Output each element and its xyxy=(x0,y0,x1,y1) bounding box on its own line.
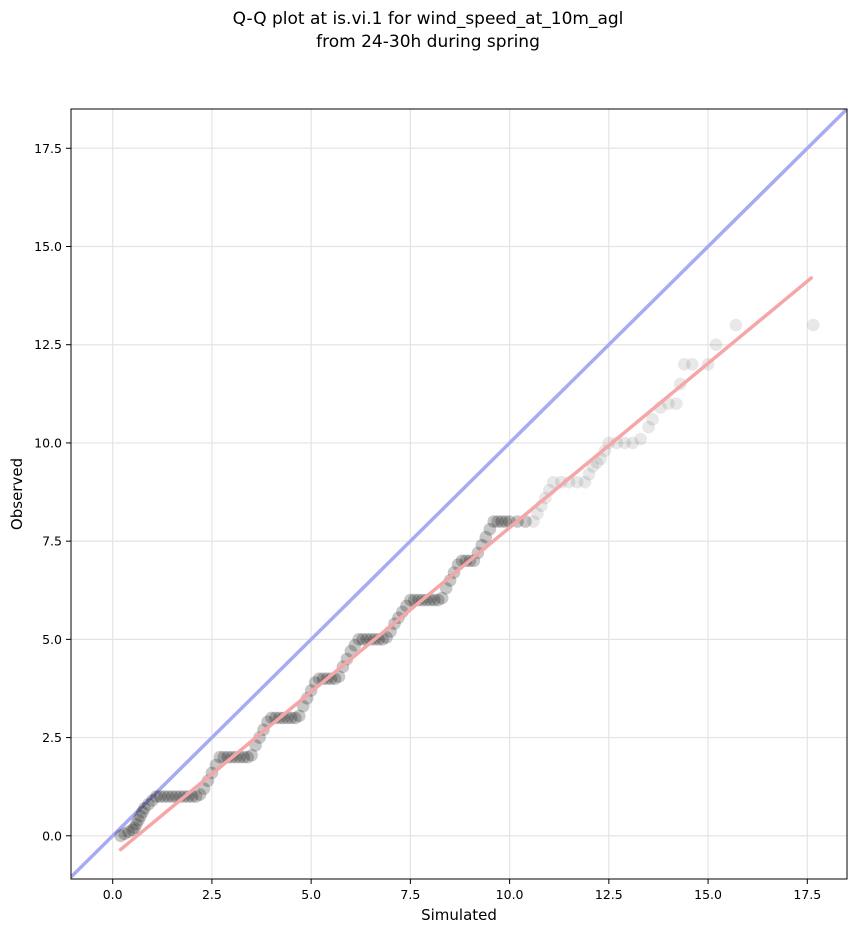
data-point-32 xyxy=(229,750,243,764)
data-point-47 xyxy=(288,711,302,725)
data-point-99 xyxy=(495,515,508,528)
y-axis-label: Observed xyxy=(8,458,26,530)
data-point-112 xyxy=(570,475,584,489)
x-tick-label-2: 5.0 xyxy=(301,887,321,902)
data-point-22 xyxy=(189,790,203,803)
data-point-60 xyxy=(340,652,354,666)
data-point-124 xyxy=(642,420,655,434)
y-tick-label-1: 2.5 xyxy=(42,730,62,745)
data-point-68 xyxy=(372,633,385,646)
chart-title-line-2: from 24-30h during spring xyxy=(316,32,540,52)
data-point-15 xyxy=(161,790,175,803)
data-point-3 xyxy=(126,823,139,837)
data-point-2 xyxy=(122,825,135,839)
data-point-46 xyxy=(284,711,298,725)
x-axis-ticks: 0.0 2.5 5.0 7.5 10.0 12.5 15.0 17.5 xyxy=(103,879,821,902)
y-tick-label-5: 12.5 xyxy=(34,337,62,352)
y-tick-label-7: 17.5 xyxy=(34,141,62,156)
data-point-63 xyxy=(352,633,366,646)
data-point-76 xyxy=(404,593,417,607)
data-point-134 xyxy=(729,318,743,332)
data-points xyxy=(114,318,820,843)
reference-line-1to1 xyxy=(71,109,847,879)
data-point-114 xyxy=(582,468,596,481)
data-point-44 xyxy=(277,711,290,725)
x-tick-label-0: 0.0 xyxy=(103,887,123,902)
x-tick-label-5: 12.5 xyxy=(595,887,623,902)
data-point-125 xyxy=(646,413,659,426)
data-point-135 xyxy=(806,318,820,332)
data-point-104 xyxy=(527,515,540,528)
data-point-16 xyxy=(165,790,179,803)
data-point-100 xyxy=(499,515,512,528)
data-point-4 xyxy=(128,821,141,835)
y-tick-label-2: 5.0 xyxy=(42,632,62,647)
data-point-96 xyxy=(483,523,497,536)
data-point-8 xyxy=(136,805,149,819)
x-axis-label: Simulated xyxy=(421,906,497,924)
data-point-64 xyxy=(356,633,370,646)
data-point-83 xyxy=(431,593,445,607)
data-point-122 xyxy=(626,436,639,450)
data-point-23 xyxy=(193,788,207,801)
data-point-50 xyxy=(300,691,314,705)
data-point-5 xyxy=(130,817,143,831)
data-point-123 xyxy=(634,432,647,446)
data-point-84 xyxy=(435,591,449,605)
data-point-54 xyxy=(316,672,330,685)
x-tick-label-3: 7.5 xyxy=(400,887,420,902)
data-point-95 xyxy=(479,530,493,544)
data-point-11 xyxy=(146,794,159,807)
data-point-121 xyxy=(618,436,632,450)
data-point-10 xyxy=(142,798,155,811)
data-point-9 xyxy=(138,801,151,815)
data-point-48 xyxy=(292,709,306,723)
data-point-62 xyxy=(348,638,362,652)
data-point-105 xyxy=(531,507,544,520)
data-point-113 xyxy=(578,475,592,489)
data-point-90 xyxy=(459,554,473,568)
y-tick-label-4: 10.0 xyxy=(34,435,62,450)
chart-title-line-1: Q-Q plot at is.vi.1 for wind_speed_at_10… xyxy=(232,9,624,29)
data-point-7 xyxy=(134,809,147,823)
x-tick-label-7: 17.5 xyxy=(793,887,821,902)
data-point-0 xyxy=(114,829,127,843)
data-point-24 xyxy=(197,782,211,795)
data-point-128 xyxy=(670,397,683,410)
data-point-14 xyxy=(157,790,171,803)
fit-line xyxy=(118,276,814,852)
y-tick-label-3: 7.5 xyxy=(42,534,62,549)
data-point-38 xyxy=(253,731,266,744)
data-point-34 xyxy=(237,750,250,764)
x-tick-label-6: 15.0 xyxy=(694,887,722,902)
data-point-82 xyxy=(427,593,441,607)
data-point-133 xyxy=(709,338,723,352)
data-point-85 xyxy=(439,581,453,595)
data-point-28 xyxy=(213,750,227,764)
chart-title: Q-Q plot at is.vi.1 for wind_speed_at_10… xyxy=(0,8,856,54)
data-point-98 xyxy=(491,515,505,528)
data-point-56 xyxy=(324,672,338,685)
data-point-36 xyxy=(245,748,258,762)
y-axis-ticks: 0.0 2.5 5.0 7.5 10.0 12.5 15.0 17.5 xyxy=(34,141,71,843)
data-point-12 xyxy=(150,790,163,803)
data-point-1 xyxy=(118,827,131,841)
data-point-131 xyxy=(685,358,699,371)
data-point-6 xyxy=(132,813,145,827)
plot-frame xyxy=(70,108,848,880)
grid-lines xyxy=(71,109,847,879)
data-point-78 xyxy=(412,593,425,607)
y-tick-label-0: 0.0 xyxy=(42,828,62,843)
data-point-35 xyxy=(241,750,254,764)
data-point-130 xyxy=(677,358,691,371)
x-tick-label-1: 2.5 xyxy=(202,887,222,902)
reference-lines xyxy=(71,109,847,879)
data-point-66 xyxy=(364,633,377,646)
data-point-13 xyxy=(154,790,167,803)
y-tick-label-6: 15.0 xyxy=(34,239,62,254)
x-tick-label-4: 10.0 xyxy=(496,887,524,902)
data-point-97 xyxy=(487,515,501,528)
data-point-109 xyxy=(546,475,560,489)
